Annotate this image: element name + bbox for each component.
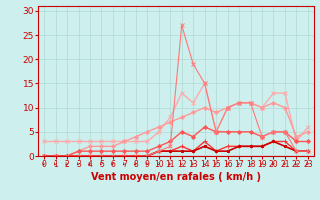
X-axis label: Vent moyen/en rafales ( km/h ): Vent moyen/en rafales ( km/h ) [91,172,261,182]
